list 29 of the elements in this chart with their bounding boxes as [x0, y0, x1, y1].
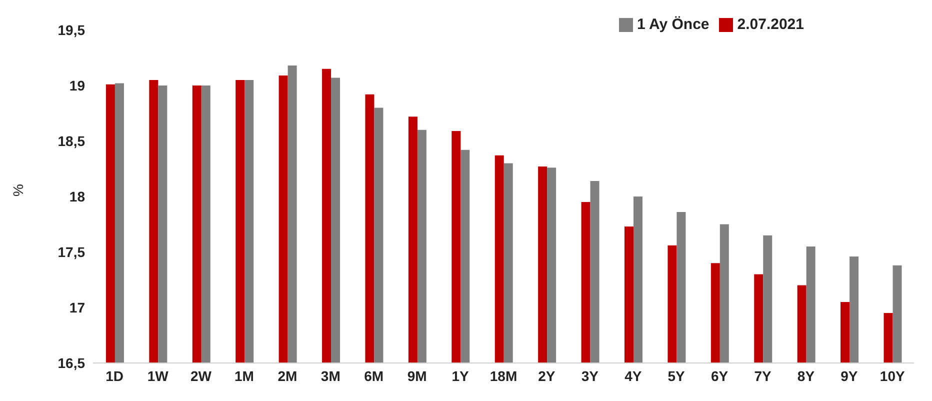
y-axis-title: %	[10, 184, 26, 196]
x-tick-label: 3M	[320, 368, 340, 384]
x-tick-label: 7Y	[754, 368, 772, 384]
x-tick-label: 6Y	[710, 368, 729, 384]
y-tick-label: 16,5	[58, 354, 86, 371]
x-tick-label: 6M	[364, 368, 384, 384]
x-tick-label: 2W	[190, 368, 212, 384]
x-tick-label: 4Y	[624, 368, 642, 384]
x-tick-label: 5Y	[668, 368, 686, 384]
legend-label: 2.07.2021	[737, 16, 804, 33]
y-tick-label: 17	[69, 299, 86, 316]
x-tick-label: 18M	[490, 368, 518, 384]
x-tick-label: 1W	[147, 368, 170, 384]
x-tick-label: 3Y	[581, 368, 600, 384]
x-tick-label: 10Y	[880, 368, 906, 384]
x-tick-label: 9Y	[840, 368, 858, 384]
y-tick-label: 19,5	[58, 22, 86, 38]
x-tick-label: 1D	[106, 368, 124, 384]
y-tick-label: 18	[69, 188, 86, 204]
legend-label: 1 Ay Önce	[637, 16, 710, 33]
y-tick-label: 18,5	[58, 132, 86, 149]
y-tick-label: 17,5	[58, 244, 86, 260]
x-tick-label: 1M	[234, 368, 254, 384]
x-tick-label: 1Y	[452, 368, 470, 384]
x-tick-label: 2Y	[538, 368, 556, 384]
x-tick-label: 9M	[407, 368, 427, 384]
y-tick-label: 19	[69, 77, 86, 94]
x-tick-label: 8Y	[797, 368, 816, 384]
x-tick-label: 2M	[278, 368, 298, 384]
